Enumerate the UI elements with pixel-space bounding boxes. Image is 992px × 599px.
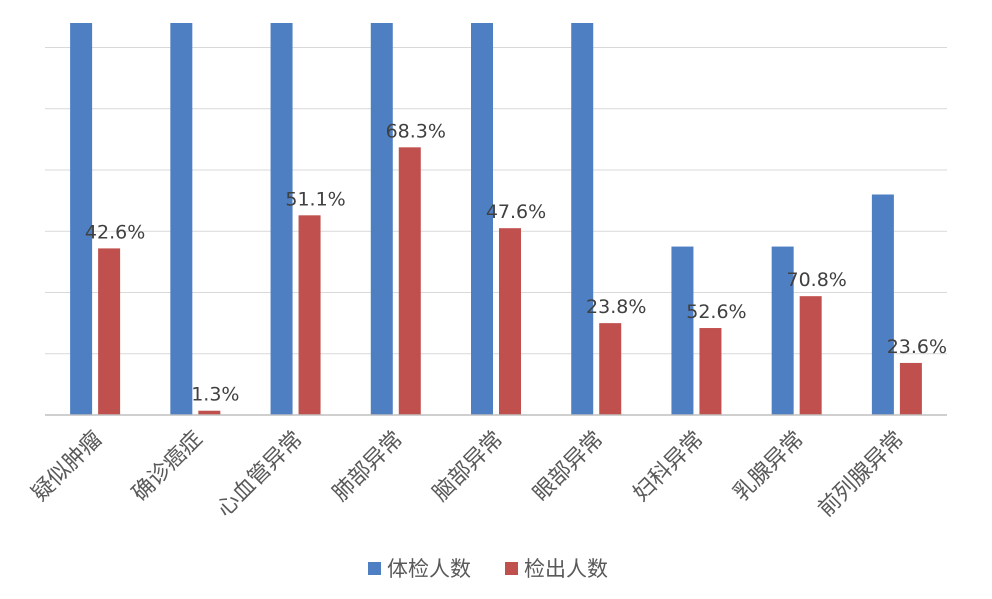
gridlines	[45, 47, 947, 355]
bar-series-1	[871, 194, 894, 415]
bar-series-2	[499, 228, 521, 415]
legend-label: 检出人数	[524, 557, 608, 581]
category-label: 妇科异常	[629, 427, 709, 507]
legend-swatch	[505, 562, 518, 575]
data-label: 52.6%	[686, 301, 746, 323]
data-label: 51.1%	[285, 188, 345, 210]
bar-series-1	[571, 23, 594, 415]
category-label: 前列腺异常	[814, 427, 909, 522]
bar-series-1	[370, 23, 393, 415]
legend-swatch	[368, 562, 381, 575]
category-label: 疑似肿瘤	[27, 427, 107, 507]
category-labels: 疑似肿瘤 确诊癌症 心血管异常 肺部异常 脑部异常 眼部异常 妇科异常 乳腺异常 前列腺异常	[27, 427, 909, 522]
data-label: 47.6%	[486, 201, 546, 223]
bar-series-2	[98, 248, 121, 415]
bar-series-2	[699, 328, 722, 415]
category-label: 心血管异常	[212, 427, 307, 522]
bar-series-2	[899, 362, 922, 415]
bar-series-1	[471, 23, 493, 415]
bar-series-1	[70, 23, 93, 415]
category-label: 肺部异常	[328, 427, 408, 507]
category-label: 确诊癌症	[128, 427, 208, 507]
legend: 体检人数 检出人数	[368, 557, 608, 581]
category-label: 乳腺异常	[729, 427, 809, 507]
bar-series-1	[771, 246, 794, 415]
category-label: 眼部异常	[529, 427, 609, 507]
bar-series-2	[799, 296, 822, 415]
category-label: 脑部异常	[428, 427, 508, 507]
bar-series-2	[398, 147, 421, 415]
data-labels: 42.6% 1.3% 51.1% 68.3% 47.6% 23.8% 52.6% 70.8% 2…	[85, 120, 947, 405]
data-label: 1.3%	[191, 384, 239, 406]
bar-series-1	[671, 246, 694, 415]
bar-series-2	[298, 215, 321, 415]
legend-label: 体检人数	[387, 557, 471, 581]
bars	[70, 23, 922, 415]
bar-series-1	[170, 23, 193, 415]
bar-series-2	[599, 323, 622, 415]
data-label: 70.8%	[786, 269, 846, 291]
data-label: 23.6%	[887, 336, 947, 358]
bar-series-1	[270, 23, 293, 415]
data-label: 23.8%	[586, 296, 646, 318]
data-label: 42.6%	[85, 221, 145, 243]
bar-series-2	[198, 410, 221, 415]
data-label: 68.3%	[386, 120, 446, 142]
